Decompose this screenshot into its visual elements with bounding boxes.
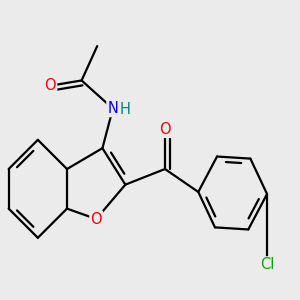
Text: Cl: Cl [260,257,274,272]
Text: O: O [90,212,102,226]
Text: N: N [107,101,118,116]
Text: O: O [159,122,171,137]
Text: O: O [44,78,56,93]
Text: H: H [120,102,131,117]
